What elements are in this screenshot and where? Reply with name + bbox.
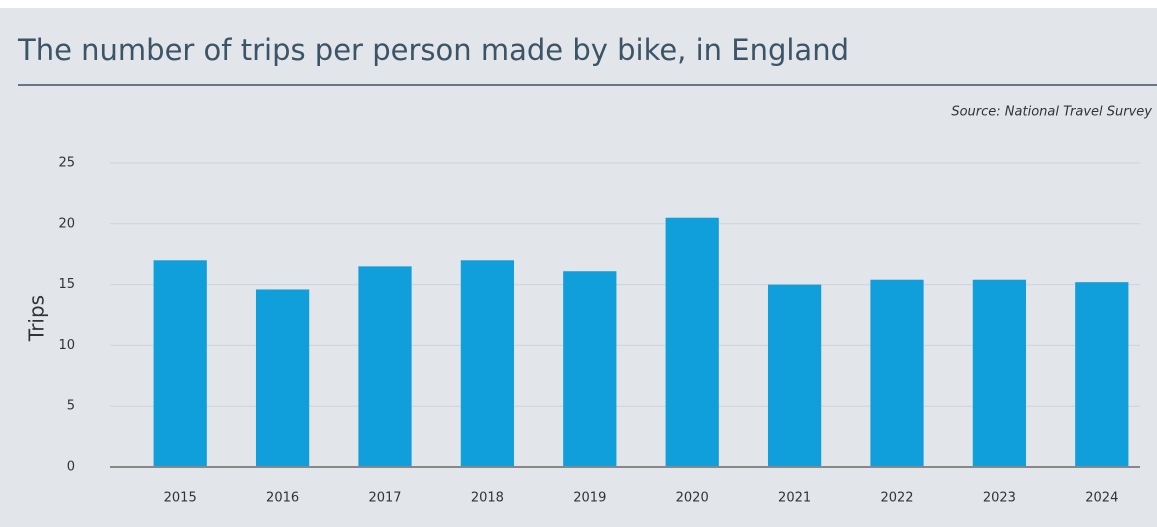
bar [460, 260, 515, 467]
x-tick-label: 2019 [573, 491, 606, 506]
y-tick-label: 0 [67, 460, 75, 475]
x-tick-label: 2023 [983, 491, 1016, 506]
x-tick-label: 2021 [778, 491, 811, 506]
x-tick-label: 2024 [1085, 491, 1118, 506]
bar [358, 266, 412, 467]
x-tick-label: 2018 [471, 491, 504, 506]
bar [563, 271, 617, 467]
bar [665, 217, 719, 467]
y-tick-label: 20 [58, 216, 75, 231]
y-tick-label: 15 [58, 277, 75, 292]
bar [972, 279, 1027, 467]
y-axis-label: Trips [25, 295, 49, 342]
bar [870, 279, 924, 467]
x-tick-label: 2022 [880, 491, 913, 506]
x-tick-label: 2017 [368, 491, 401, 506]
y-tick-label: 25 [58, 156, 75, 171]
y-tick-label: 10 [58, 338, 75, 353]
x-tick-label: 2016 [266, 491, 299, 506]
y-tick-label: 5 [67, 399, 75, 414]
bar [1075, 282, 1129, 467]
chart-title: The number of trips per person made by b… [17, 33, 849, 67]
bar [255, 289, 310, 467]
x-tick-label: 2020 [676, 491, 709, 506]
bar [153, 260, 207, 467]
source-note: Source: National Travel Survey [951, 105, 1152, 120]
x-tick-label: 2015 [164, 491, 197, 506]
bar [767, 284, 822, 467]
